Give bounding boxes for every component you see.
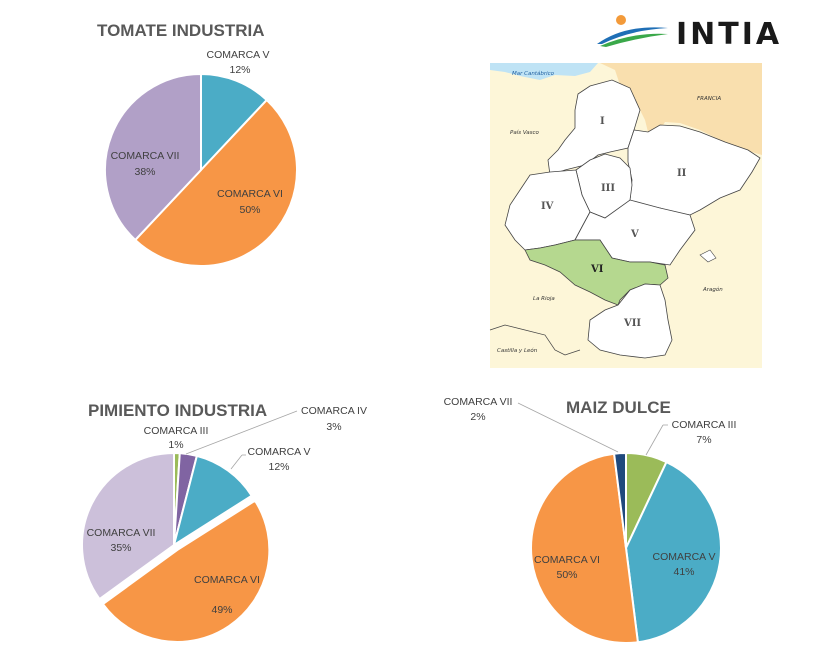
slice-label-category: COMARCA VI [194, 574, 260, 586]
chart-title: TOMATE INDUSTRIA [97, 21, 264, 40]
slice-label-value: 49% [211, 604, 232, 616]
pie-slice-comarca-v [200, 72, 269, 173]
slice-label-category: COMARCA V [206, 49, 269, 61]
logo-sun-icon [616, 15, 626, 25]
intia-logo: INTIA [597, 15, 782, 52]
map-label-region-v: V [630, 229, 639, 240]
slice-label-category: COMARCA VI [217, 188, 283, 200]
map-label-castilla: Castilla y León [497, 347, 538, 354]
slice-label-value: 2% [470, 411, 485, 423]
map-label-rioja: La Rioja [533, 296, 555, 302]
map-france-area [600, 63, 762, 155]
map-border-castilla [489, 324, 581, 356]
map-label-aragon: Aragón [702, 286, 723, 293]
chart-title: PIMIENTO INDUSTRIA [88, 401, 267, 420]
map-enclave [699, 249, 717, 263]
slice-label-category: COMARCA III [672, 419, 737, 431]
slice-label-value: 41% [673, 566, 694, 578]
pie-slice-comarca-vi [101, 499, 271, 643]
slice-label-value: 35% [110, 542, 131, 554]
map-label-region-vii: VII [623, 318, 641, 329]
leader-line [230, 454, 243, 470]
map-label-region-iii: III [601, 183, 615, 194]
chart-title: MAIZ DULCE [566, 398, 671, 417]
slice-label-value: 50% [556, 569, 577, 581]
leader-line [645, 424, 664, 456]
pie-slices [104, 72, 298, 267]
pie-slice-comarca-vii [612, 451, 627, 549]
slice-label-category: COMARCA VII [87, 527, 156, 539]
pie-slice-comarca-vii [81, 451, 175, 601]
leader-line [517, 402, 619, 453]
map-region-vii [587, 283, 673, 359]
pie-slice-comarca-vii [104, 72, 202, 242]
pie-slices [530, 451, 722, 644]
slice-label-category: COMARCA V [652, 551, 715, 563]
map-label-region-vi: VI [590, 264, 604, 275]
pie-slice-comarca-v [624, 460, 722, 644]
map-label-basque: País Vasco [510, 129, 539, 136]
slice-label-category: COMARCA VII [111, 150, 180, 162]
slice-label-category: COMARCA III [144, 425, 209, 437]
slice-label-value: 12% [229, 64, 250, 76]
leader-line [185, 410, 298, 455]
map-label-region-ii: II [677, 168, 687, 179]
map-label-region-iv: IV [541, 201, 554, 212]
map-label-sea: Mar Cantábrico [512, 70, 555, 77]
logo-wave-green [600, 33, 668, 47]
pie-slice-comarca-vi [133, 98, 298, 267]
slice-label-value: 3% [326, 421, 341, 433]
slice-label-value: 38% [134, 166, 155, 178]
slice-label-category: COMARCA IV [301, 405, 367, 417]
slice-label-value: 7% [696, 434, 711, 446]
pie-chart-pimiento: PIMIENTO INDUSTRIA COMARCA III 1% COMARC… [81, 401, 367, 643]
map-label-region-i: I [600, 116, 605, 127]
slice-label-value: 12% [268, 461, 289, 473]
pie-slices [81, 451, 271, 643]
slice-label-category: COMARCA VI [534, 554, 600, 566]
slice-label-value: 50% [239, 204, 260, 216]
pie-slice-comarca-vi [530, 452, 640, 644]
pie-chart-tomate: TOMATE INDUSTRIA COMARCA V 12% COMARCA V… [97, 21, 298, 267]
pie-chart-maiz: MAIZ DULCE COMARCA III 7% COMARCA V 41% … [444, 396, 737, 644]
slice-label-value: 1% [168, 439, 183, 451]
logo-wave-blue [597, 27, 668, 44]
slice-label-category: COMARCA VII [444, 396, 513, 408]
map-sea-area [490, 63, 598, 80]
map-label-france: FRANCIA [697, 96, 721, 102]
logo-text: INTIA [676, 17, 782, 52]
pie-slice-comarca-v [172, 454, 254, 548]
navarra-map: I II III IV V VI VII Mar Cantábrico FRAN… [489, 63, 762, 368]
slice-label-category: COMARCA V [247, 446, 310, 458]
